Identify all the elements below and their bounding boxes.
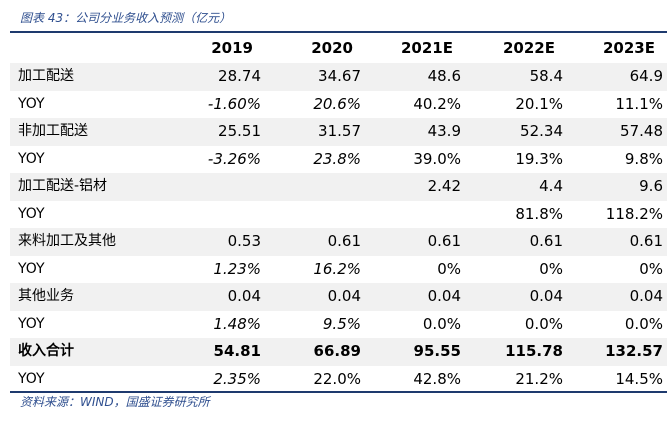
table-cell: 118.2% (605, 204, 663, 223)
row-label: 加工配送 (10, 63, 160, 91)
table-row: YOY 1.23% 16.2% 0% 0% 0% (10, 256, 667, 284)
table-cell: 11.1% (615, 94, 663, 113)
table-row: YOY 2.35% 22.0% 42.8% 21.2% 14.5% (10, 366, 667, 394)
table-cell: 21.2% (515, 369, 563, 388)
table-row: YOY 81.8% 118.2% (10, 201, 667, 229)
row-label: YOY (18, 150, 45, 167)
table-cell: 0.04 (465, 283, 567, 311)
table-cell: 64.9 (567, 63, 667, 91)
table-cell: 1.48% (213, 314, 261, 333)
row-label: 收入合计 (10, 338, 160, 366)
table-caption: 图表 43：公司分业务收入预测（亿元） (20, 11, 232, 25)
table-row: 来料加工及其他 0.53 0.61 0.61 0.61 0.61 (10, 228, 667, 256)
table-cell: 1.23% (213, 259, 261, 278)
table-cell: 52.34 (465, 118, 567, 146)
table-cell: 9.8% (624, 149, 663, 168)
table-cell: 66.89 (265, 338, 365, 366)
header-cell-2020: 2020 (311, 39, 353, 57)
table-row: 其他业务 0.04 0.04 0.04 0.04 0.04 (10, 283, 667, 311)
table-cell (160, 173, 265, 201)
table-row-total: 收入合计 54.81 66.89 95.55 115.78 132.57 (10, 338, 667, 366)
header-cell-0 (10, 33, 160, 63)
table-cell (265, 201, 365, 229)
table-cell: 95.55 (365, 338, 465, 366)
table-cell: 4.4 (465, 173, 567, 201)
table-cell: 43.9 (365, 118, 465, 146)
table-cell: 28.74 (160, 63, 265, 91)
table-cell: 0.0% (524, 314, 563, 333)
top-rule (10, 31, 667, 33)
row-label: 加工配送-铝材 (10, 173, 160, 201)
table-cell: 57.48 (567, 118, 667, 146)
table-cell: 58.4 (465, 63, 567, 91)
header-row: 2019 2020 2021E 2022E 2023E (10, 33, 667, 63)
table-cell: 0.04 (265, 283, 365, 311)
table-cell: 0.0% (422, 314, 461, 333)
table-cell: -3.26% (207, 149, 261, 168)
table-cell: 14.5% (615, 369, 663, 388)
table-row: 非加工配送 25.51 31.57 43.9 52.34 57.48 (10, 118, 667, 146)
table-cell: 20.1% (515, 94, 563, 113)
table-cell (265, 173, 365, 201)
table-cell: 25.51 (160, 118, 265, 146)
table-cell: 48.6 (365, 63, 465, 91)
table-cell: 19.3% (515, 149, 563, 168)
table-row: 加工配送-铝材 2.42 4.4 9.6 (10, 173, 667, 201)
table-row: YOY -1.60% 20.6% 40.2% 20.1% 11.1% (10, 91, 667, 119)
row-label: 非加工配送 (10, 118, 160, 146)
row-label: YOY (18, 260, 45, 277)
table-cell: 9.6 (567, 173, 667, 201)
table-cell: 0.61 (567, 228, 667, 256)
table-cell: 132.57 (567, 338, 667, 366)
header-cell-2022e: 2022E (503, 39, 555, 57)
table-cell: 40.2% (413, 94, 461, 113)
revenue-forecast-table: 2019 2020 2021E 2022E 2023E 加工配送 28.74 3… (10, 33, 667, 393)
table-cell: 9.5% (322, 314, 361, 333)
table-cell: 20.6% (313, 94, 361, 113)
row-label: YOY (18, 95, 45, 112)
row-label: YOY (18, 205, 45, 222)
row-label: 其他业务 (10, 283, 160, 311)
table-cell: 0.0% (624, 314, 663, 333)
table-cell: 34.67 (265, 63, 365, 91)
table-cell: 54.81 (160, 338, 265, 366)
table-row: YOY 1.48% 9.5% 0.0% 0.0% 0.0% (10, 311, 667, 339)
table-row: 加工配送 28.74 34.67 48.6 58.4 64.9 (10, 63, 667, 91)
table-cell: 0.61 (265, 228, 365, 256)
table-cell: 2.42 (365, 173, 465, 201)
table-cell (365, 201, 465, 229)
source-note: 资料来源：WIND，国盛证券研究所 (20, 395, 210, 409)
row-label: YOY (18, 370, 45, 387)
row-label: 来料加工及其他 (10, 228, 160, 256)
header-cell-2019: 2019 (211, 39, 253, 57)
table-cell: 2.35% (213, 369, 261, 388)
table-cell (160, 201, 265, 229)
row-label: YOY (18, 315, 45, 332)
table-cell: 42.8% (413, 369, 461, 388)
table-cell: 0% (539, 259, 563, 278)
table-cell: 0.04 (160, 283, 265, 311)
table-cell: -1.60% (207, 94, 261, 113)
table-row: YOY -3.26% 23.8% 39.0% 19.3% 9.8% (10, 146, 667, 174)
table-cell: 39.0% (413, 149, 461, 168)
header-cell-2021e: 2021E (401, 39, 453, 57)
table-cell: 115.78 (465, 338, 567, 366)
table-cell: 0% (437, 259, 461, 278)
bottom-rule (10, 391, 667, 393)
table-cell: 23.8% (313, 149, 361, 168)
table-cell: 0% (639, 259, 663, 278)
table-cell: 0.61 (465, 228, 567, 256)
table-cell: 0.53 (160, 228, 265, 256)
header-cell-2023e: 2023E (603, 39, 655, 57)
table-cell: 0.61 (365, 228, 465, 256)
table-cell: 31.57 (265, 118, 365, 146)
table-cell: 16.2% (313, 259, 361, 278)
table-cell: 81.8% (515, 204, 563, 223)
table-cell: 0.04 (365, 283, 465, 311)
table-cell: 22.0% (313, 369, 361, 388)
table-cell: 0.04 (567, 283, 667, 311)
